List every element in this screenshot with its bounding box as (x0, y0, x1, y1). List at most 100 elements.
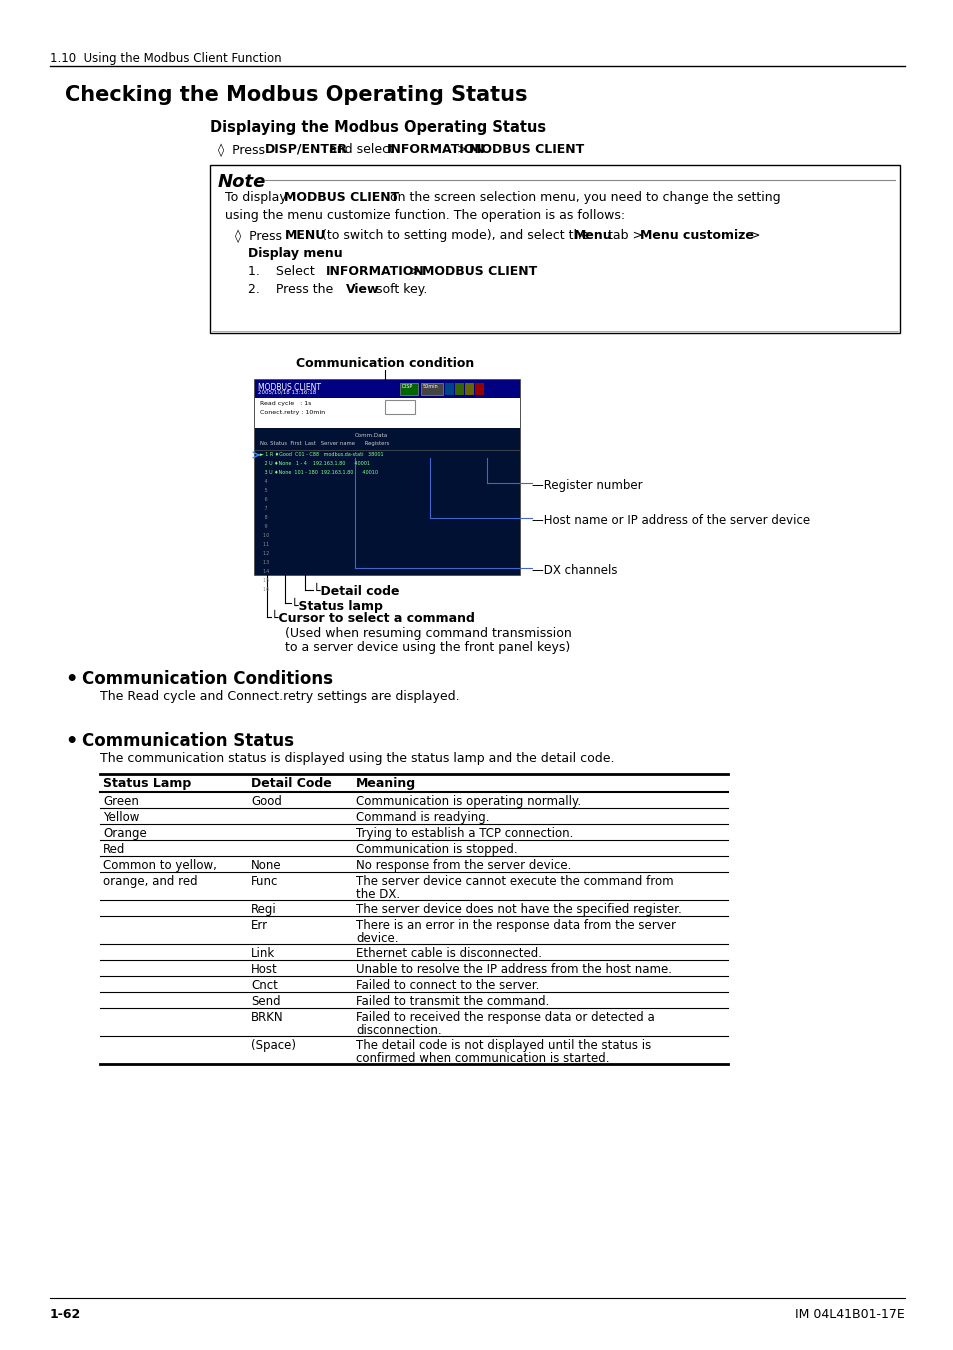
Text: 14: 14 (260, 568, 269, 574)
Text: Conect.retry : 10min: Conect.retry : 10min (260, 410, 325, 414)
Text: 10: 10 (260, 533, 269, 539)
Text: 1.    Select: 1. Select (248, 265, 318, 278)
Text: 7: 7 (260, 506, 268, 512)
Text: disconnection.: disconnection. (355, 1025, 441, 1037)
Text: MENU: MENU (285, 230, 326, 242)
Text: 11: 11 (260, 541, 269, 547)
Text: The communication status is displayed using the status lamp and the detail code.: The communication status is displayed us… (100, 752, 614, 765)
Text: >: > (406, 265, 424, 278)
Text: Regi: Regi (251, 903, 276, 917)
Text: INFORMATION: INFORMATION (387, 143, 485, 157)
Text: 12: 12 (260, 551, 269, 556)
Text: The server device cannot execute the command from: The server device cannot execute the com… (355, 875, 673, 888)
Text: Displaying the Modbus Operating Status: Displaying the Modbus Operating Status (210, 120, 545, 135)
Text: 4: 4 (260, 479, 268, 485)
Text: .: . (546, 143, 550, 157)
Text: MODBUS CLIENT: MODBUS CLIENT (257, 383, 320, 392)
Bar (254, 379, 519, 575)
Text: Orange: Orange (103, 828, 147, 840)
Text: DISP/ENTER: DISP/ENTER (265, 143, 348, 157)
Text: Read cycle   : 1s: Read cycle : 1s (260, 401, 311, 406)
Text: MODBUS CLIENT: MODBUS CLIENT (468, 143, 583, 157)
Text: Red: Red (103, 842, 125, 856)
Text: ◊  Press: ◊ Press (218, 143, 269, 157)
Text: The Read cycle and Connect.retry settings are displayed.: The Read cycle and Connect.retry setting… (100, 690, 459, 703)
Text: 1.10  Using the Modbus Client Function: 1.10 Using the Modbus Client Function (50, 53, 281, 65)
Text: Communication Status: Communication Status (82, 732, 294, 751)
Text: Common to yellow,: Common to yellow, (103, 859, 216, 872)
Text: 5: 5 (260, 487, 268, 493)
Text: device.: device. (355, 931, 398, 945)
Text: to a server device using the front panel keys): to a server device using the front panel… (285, 641, 570, 653)
Text: orange, and red: orange, and red (103, 875, 197, 888)
Text: Menu customize: Menu customize (639, 230, 753, 242)
Text: Unable to resolve the IP address from the host name.: Unable to resolve the IP address from th… (355, 963, 671, 976)
Text: IM 04L41B01-17E: IM 04L41B01-17E (795, 1308, 904, 1322)
Bar (254, 428, 519, 575)
Bar (254, 379, 519, 398)
Text: 9: 9 (260, 524, 267, 529)
Text: 8: 8 (260, 514, 268, 520)
Text: the DX.: the DX. (355, 888, 399, 900)
Text: Green: Green (103, 795, 139, 809)
Text: Checking the Modbus Operating Status: Checking the Modbus Operating Status (65, 85, 527, 105)
Text: No response from the server device.: No response from the server device. (355, 859, 571, 872)
Text: DISP: DISP (401, 383, 413, 389)
Text: To display: To display (225, 190, 291, 204)
Text: Communication is stopped.: Communication is stopped. (355, 842, 517, 856)
Text: >: > (453, 143, 471, 157)
Text: •: • (65, 732, 77, 751)
Text: No. Status  First  Last   Server name      Registers: No. Status First Last Server name Regist… (260, 441, 389, 446)
Text: —Register number: —Register number (532, 479, 642, 491)
Text: Err: Err (251, 919, 268, 931)
Bar (464, 383, 474, 396)
Text: Communication condition: Communication condition (295, 356, 474, 370)
Text: Host: Host (251, 963, 277, 976)
Text: Yellow: Yellow (103, 811, 139, 824)
Text: Failed to received the response data or detected a: Failed to received the response data or … (355, 1011, 654, 1025)
Text: (Used when resuming command transmission: (Used when resuming command transmission (285, 626, 571, 640)
Text: └Status lamp: └Status lamp (291, 598, 382, 613)
Bar (210, 165, 899, 333)
Bar (455, 383, 463, 396)
Text: Communication is operating normally.: Communication is operating normally. (355, 795, 580, 809)
Text: INFORMATION: INFORMATION (326, 265, 424, 278)
Text: View: View (346, 284, 379, 296)
Text: Display menu: Display menu (248, 247, 342, 261)
Text: 50min: 50min (422, 383, 438, 389)
Text: Status Lamp: Status Lamp (103, 778, 191, 790)
Text: Trying to establish a TCP connection.: Trying to establish a TCP connection. (355, 828, 573, 840)
Text: on the screen selection menu, you need to change the setting: on the screen selection menu, you need t… (386, 190, 780, 204)
Text: •: • (65, 670, 77, 688)
Text: >: > (745, 230, 760, 242)
Text: None: None (251, 859, 281, 872)
Text: 6: 6 (260, 497, 268, 502)
Text: Good: Good (251, 795, 281, 809)
Text: There is an error in the response data from the server: There is an error in the response data f… (355, 919, 676, 931)
Text: BRKN: BRKN (251, 1011, 283, 1025)
Text: The detail code is not displayed until the status is: The detail code is not displayed until t… (355, 1040, 651, 1052)
Text: (to switch to setting mode), and select the: (to switch to setting mode), and select … (317, 230, 593, 242)
Bar (475, 383, 483, 396)
Text: Func: Func (251, 875, 278, 888)
Bar (254, 398, 519, 428)
Text: 15: 15 (260, 578, 269, 583)
Text: —Host name or IP address of the server device: —Host name or IP address of the server d… (532, 514, 809, 526)
Text: The server device does not have the specified register.: The server device does not have the spec… (355, 903, 681, 917)
Text: Note: Note (218, 173, 266, 190)
Bar (399, 383, 417, 396)
Text: Link: Link (251, 946, 275, 960)
Bar (420, 383, 442, 396)
Text: MODBUS CLIENT: MODBUS CLIENT (421, 265, 537, 278)
Text: and select: and select (324, 143, 397, 157)
Text: └Detail code: └Detail code (313, 585, 399, 598)
Text: Ethernet cable is disconnected.: Ethernet cable is disconnected. (355, 946, 541, 960)
Text: Failed to transmit the command.: Failed to transmit the command. (355, 995, 549, 1008)
Text: Cnct: Cnct (251, 979, 277, 992)
Text: 13: 13 (260, 560, 269, 566)
Text: Failed to connect to the server.: Failed to connect to the server. (355, 979, 538, 992)
Text: 1-62: 1-62 (50, 1308, 81, 1322)
Text: Detail Code: Detail Code (251, 778, 332, 790)
Text: ◊  Press: ◊ Press (234, 230, 286, 243)
Text: └Cursor to select a command: └Cursor to select a command (271, 612, 475, 625)
